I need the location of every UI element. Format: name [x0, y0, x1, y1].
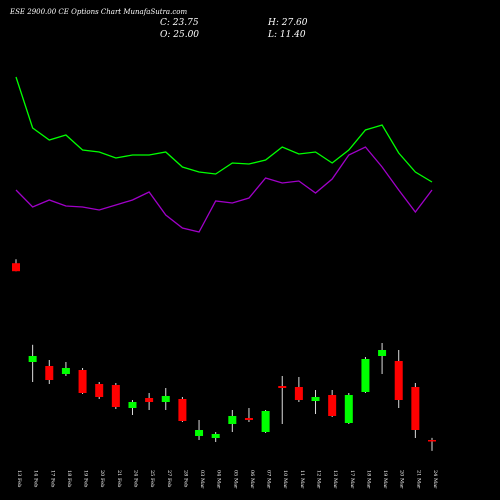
- candle-body: [361, 359, 370, 392]
- x-tick-label: 28 Feb: [182, 470, 188, 487]
- x-tick-label: 27 Feb: [166, 470, 172, 487]
- x-tick-label: 24 Mar: [432, 470, 438, 489]
- x-tick-label: 17 Feb: [49, 470, 55, 487]
- candle-body: [161, 396, 170, 402]
- candle-body: [278, 386, 287, 388]
- candle-body: [12, 263, 20, 272]
- open-text: O: 25.00: [160, 30, 199, 40]
- high-text: H: 27.60: [267, 18, 308, 28]
- candle-body: [344, 395, 353, 423]
- candle-body: [328, 395, 337, 416]
- x-tick-label: 05 Mar: [232, 470, 238, 489]
- x-tick-label: 21 Feb: [116, 470, 122, 487]
- x-tick-label: 11 Mar: [299, 470, 305, 489]
- x-tick-label: 21 Mar: [415, 470, 421, 489]
- candle-body: [394, 361, 403, 400]
- x-tick-label: 03 Mar: [199, 470, 205, 489]
- x-tick-label: 19 Mar: [382, 470, 388, 489]
- x-tick-label: 12 Mar: [316, 470, 322, 489]
- candle-body: [95, 384, 104, 397]
- candle-body: [145, 398, 154, 402]
- x-tick-label: 25 Feb: [149, 470, 155, 487]
- x-tick-label: 13 Mar: [332, 470, 338, 489]
- candle-body: [411, 387, 420, 430]
- candle-body: [311, 397, 320, 401]
- candle-body: [261, 411, 270, 432]
- x-tick-label: 18 Feb: [66, 470, 72, 487]
- candle-body: [195, 430, 204, 436]
- close-text: C: 23.75: [160, 18, 199, 28]
- x-tick-label: 24 Feb: [132, 470, 138, 487]
- x-tick-label: 18 Mar: [365, 470, 371, 489]
- candle-body: [111, 385, 120, 407]
- candle-body: [61, 368, 70, 374]
- x-tick-label: 07 Mar: [266, 470, 272, 489]
- candle-body: [178, 399, 187, 421]
- x-tick-label: 14 Feb: [33, 470, 39, 487]
- candle-body: [45, 366, 54, 380]
- candle-body: [28, 356, 37, 362]
- chart-title: ESE 2900.00 CE Options Chart MunafaSutra…: [9, 8, 187, 16]
- line-series: [15, 146, 433, 233]
- x-tick-label: 20 Mar: [399, 470, 405, 489]
- candle-body: [378, 350, 387, 356]
- candle-body: [211, 434, 220, 438]
- x-tick-label: 10 Mar: [282, 470, 288, 489]
- x-tick-label: 13 Feb: [16, 470, 22, 487]
- candle-body: [128, 402, 137, 408]
- candle-body: [244, 418, 253, 420]
- x-tick-label: 20 Feb: [99, 470, 105, 487]
- x-tick-label: 19 Feb: [83, 470, 89, 487]
- candle-body: [294, 387, 303, 400]
- candle-body: [228, 416, 237, 424]
- line-series: [15, 76, 433, 183]
- candle-body: [428, 440, 436, 442]
- x-tick-label: 04 Mar: [216, 470, 222, 489]
- x-tick-label: 17 Mar: [349, 470, 355, 489]
- candle-body: [78, 370, 87, 393]
- x-tick-label: 06 Mar: [249, 470, 255, 489]
- low-text: L: 11.40: [267, 30, 306, 40]
